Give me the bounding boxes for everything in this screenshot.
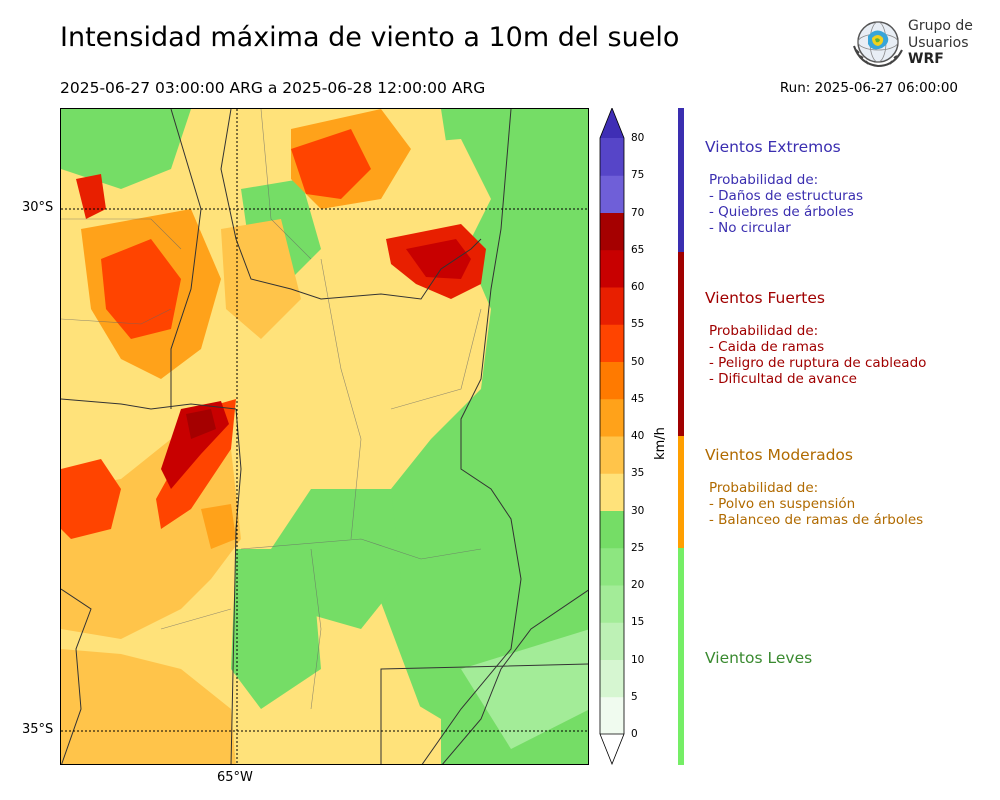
- colorbar-tick-label: 10: [631, 653, 645, 666]
- colorbar-segment: [600, 398, 624, 437]
- colorbar-segment: [600, 287, 624, 325]
- legend-body-moderados: Probabilidad de: - Polvo en suspensión - B…: [709, 480, 924, 528]
- colorbar-outline: [599, 108, 625, 734]
- colorbar-segment: [600, 585, 624, 623]
- legend-bar-extremos: [678, 108, 684, 252]
- colorbar-segment: [600, 547, 624, 586]
- colorbar-tick-label: 65: [631, 243, 645, 256]
- legend-title-extremos: Vientos Extremos: [705, 138, 841, 156]
- legend-bar-moderados: [678, 436, 684, 548]
- logo-line2: Usuarios: [908, 35, 969, 51]
- legend-body-extremos: Probabilidad de: - Daños de estructuras - …: [709, 172, 864, 236]
- colorbar-segment: [600, 510, 624, 549]
- colorbar-tick-label: 30: [631, 504, 645, 517]
- colorbar-segment: [600, 212, 624, 251]
- colorbar-tick-label: 40: [631, 430, 645, 442]
- logo-line1: Grupo de: [908, 18, 973, 34]
- legend-body-fuertes: Probabilidad de: - Caida de ramas - Peligr…: [709, 323, 927, 387]
- colorbar-tick-label: 55: [631, 318, 645, 331]
- forecast-period: 2025-06-27 03:00:00 ARG a 2025-06-28 12:…: [60, 79, 486, 97]
- colorbar-segment: [600, 473, 624, 511]
- colorbar-segment: [600, 138, 624, 176]
- colorbar-tick-label: 0: [631, 728, 638, 740]
- colorbar-tick-label: 35: [631, 467, 645, 480]
- lon-label-65w: 65°W: [217, 770, 253, 785]
- chart-title: Intensidad máxima de viento a 10m del su…: [60, 22, 680, 53]
- colorbar-segment: [600, 175, 624, 213]
- colorbar-segment: [600, 696, 624, 735]
- wind-map: [60, 108, 589, 765]
- colorbar-tick-label: 70: [631, 206, 645, 219]
- colorbar-tick-label: 60: [631, 281, 645, 293]
- colorbar-tick-label: 80: [631, 132, 645, 144]
- colorbar-tick-label: 45: [631, 392, 645, 405]
- legend-title-leves: Vientos Leves: [705, 649, 813, 667]
- legend-bar-leves: [678, 548, 684, 765]
- colorbar-tick-label: 50: [631, 355, 645, 368]
- legend-title-moderados: Vientos Moderados: [705, 446, 853, 464]
- lat-label-30s: 30°S: [22, 200, 54, 215]
- logo-line3: WRF: [908, 51, 944, 67]
- colorbar-tick-label: 25: [631, 541, 645, 554]
- run-time: Run: 2025-06-27 06:00:00: [779, 80, 958, 96]
- colorbar-extend-top: [600, 108, 624, 138]
- colorbar-extend-bottom: [599, 733, 625, 765]
- colorbar: [599, 108, 625, 765]
- colorbar-segment: [600, 436, 624, 474]
- colorbar-tick-label: 5: [631, 690, 638, 703]
- colorbar-segment: [600, 361, 624, 400]
- globe-icon: [853, 21, 903, 68]
- colorbar-tick-label: 75: [631, 169, 645, 182]
- legend-bar-fuertes: [678, 252, 684, 436]
- colorbar-tick-label: 15: [631, 616, 645, 629]
- colorbar-tick-label: 20: [631, 579, 645, 591]
- legend-title-fuertes: Vientos Fuertes: [705, 289, 825, 307]
- wrf-logo: Grupo de Usuarios WRF: [848, 16, 973, 72]
- colorbar-segment: [600, 324, 624, 362]
- colorbar-segment: [600, 249, 624, 288]
- lat-label-35s: 35°S: [22, 722, 54, 737]
- colorbar-segment: [600, 659, 624, 698]
- colorbar-segment: [600, 622, 624, 660]
- colorbar-unit: km/h: [652, 427, 668, 460]
